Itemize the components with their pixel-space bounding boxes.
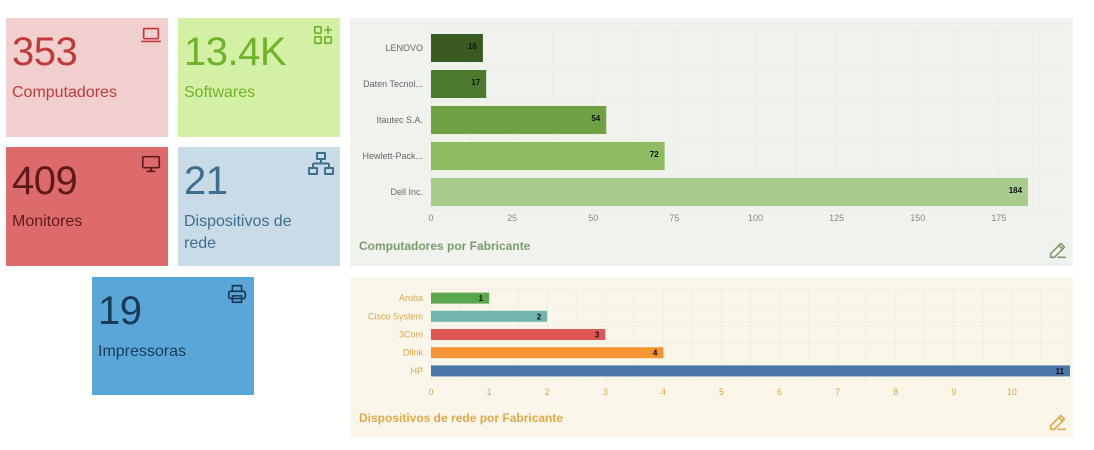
x-tick-label: 8: [893, 387, 898, 397]
bar[interactable]: [431, 142, 665, 170]
bar[interactable]: [431, 34, 483, 62]
data-label: 54: [591, 114, 600, 123]
network-devices-label: Dispositivos de rede: [184, 213, 292, 252]
x-tick-label: 4: [661, 387, 666, 397]
x-tick-label: 125: [829, 213, 844, 223]
category-label: Dell Inc.: [390, 187, 423, 197]
x-tick-label: 50: [588, 213, 598, 223]
x-tick-label: 1: [487, 387, 492, 397]
data-label: 4: [653, 349, 658, 358]
bar[interactable]: [431, 329, 606, 340]
network-devices-by-manufacturer-chart: Aruba 1 Cisco System 2 3Com 3 Dlink 4 HP 11 0 1 2 3 4 5…: [368, 288, 1071, 397]
x-tick-label: 100: [748, 213, 763, 223]
edit-icon[interactable]: [1047, 239, 1069, 261]
category-label: Hewlett-Pack...: [362, 151, 423, 161]
edit-icon[interactable]: [1047, 411, 1069, 433]
category-label: Daten Tecnol...: [363, 79, 423, 89]
category-label: LENOVO: [385, 43, 423, 53]
category-label: Aruba: [399, 293, 423, 303]
computers-by-manufacturer-panel: LENOVO 16 Daten Tecnol... 17 Itautec S.A. 54 H…: [350, 18, 1073, 266]
bar[interactable]: [431, 70, 487, 98]
softwares-count: 13.4K: [184, 30, 287, 74]
bar[interactable]: [431, 365, 1070, 377]
printers-count: 19: [98, 289, 142, 333]
data-label: 16: [468, 42, 477, 51]
data-label: 3: [595, 331, 600, 340]
bar[interactable]: [431, 292, 490, 304]
computers-count: 353: [12, 30, 78, 74]
network-icon: [306, 151, 336, 177]
monitors-label: Monitores: [12, 213, 83, 230]
x-tick-label: 9: [951, 387, 956, 397]
x-tick-label: 0: [428, 213, 433, 223]
bar[interactable]: [431, 178, 1029, 206]
x-tick-label: 5: [719, 387, 724, 397]
data-label: 72: [650, 150, 659, 159]
x-tick-label: 175: [991, 213, 1006, 223]
data-label: 2: [537, 312, 542, 321]
x-tick-label: 2: [545, 387, 550, 397]
monitor-icon: [140, 153, 162, 175]
data-label: 184: [1009, 186, 1023, 195]
network-devices-count: 21: [184, 159, 228, 203]
x-tick-label: 3: [603, 387, 608, 397]
x-tick-label: 6: [777, 387, 782, 397]
x-tick-label: 10: [1007, 387, 1017, 397]
softwares-card[interactable]: 13.4K Softwares: [178, 18, 340, 137]
apps-add-icon: [312, 24, 334, 46]
x-tick-label: 0: [428, 387, 433, 397]
category-label: Cisco System: [368, 311, 423, 321]
laptop-icon: [140, 24, 162, 46]
category-label: Itautec S.A.: [376, 115, 423, 125]
x-tick-label: 25: [507, 213, 517, 223]
category-label: 3Com: [399, 330, 423, 340]
computers-label: Computadores: [12, 84, 117, 101]
monitors-card[interactable]: 409 Monitores: [6, 147, 168, 266]
x-tick-label: 150: [910, 213, 925, 223]
bar[interactable]: [431, 347, 664, 359]
computers-chart-title: Computadores por Fabricante: [359, 239, 531, 253]
network-devices-card[interactable]: 21 Dispositivos de rede: [178, 147, 340, 266]
x-tick-label: 7: [835, 387, 840, 397]
data-label: 1: [479, 294, 484, 303]
bar[interactable]: [431, 310, 548, 322]
printers-card[interactable]: 19 Impressoras: [92, 277, 254, 395]
network-chart-title: Dispositivos de rede por Fabricante: [359, 411, 564, 425]
data-label: 17: [471, 78, 480, 87]
printers-label: Impressoras: [98, 343, 187, 360]
category-label: HP: [410, 366, 423, 376]
bar[interactable]: [431, 106, 607, 134]
computers-card[interactable]: 353 Computadores: [6, 18, 168, 137]
printer-icon: [226, 283, 248, 305]
network-devices-by-manufacturer-panel: Aruba 1 Cisco System 2 3Com 3 Dlink 4 HP 11 0 1 2 3 4 5…: [350, 277, 1073, 438]
monitors-count: 409: [12, 159, 78, 203]
category-label: Dlink: [403, 348, 424, 358]
x-tick-label: 75: [669, 213, 679, 223]
computers-by-manufacturer-chart: LENOVO 16 Daten Tecnol... 17 Itautec S.A. 54 H…: [362, 29, 1067, 223]
softwares-label: Softwares: [184, 84, 256, 101]
data-label: 11: [1056, 367, 1065, 376]
